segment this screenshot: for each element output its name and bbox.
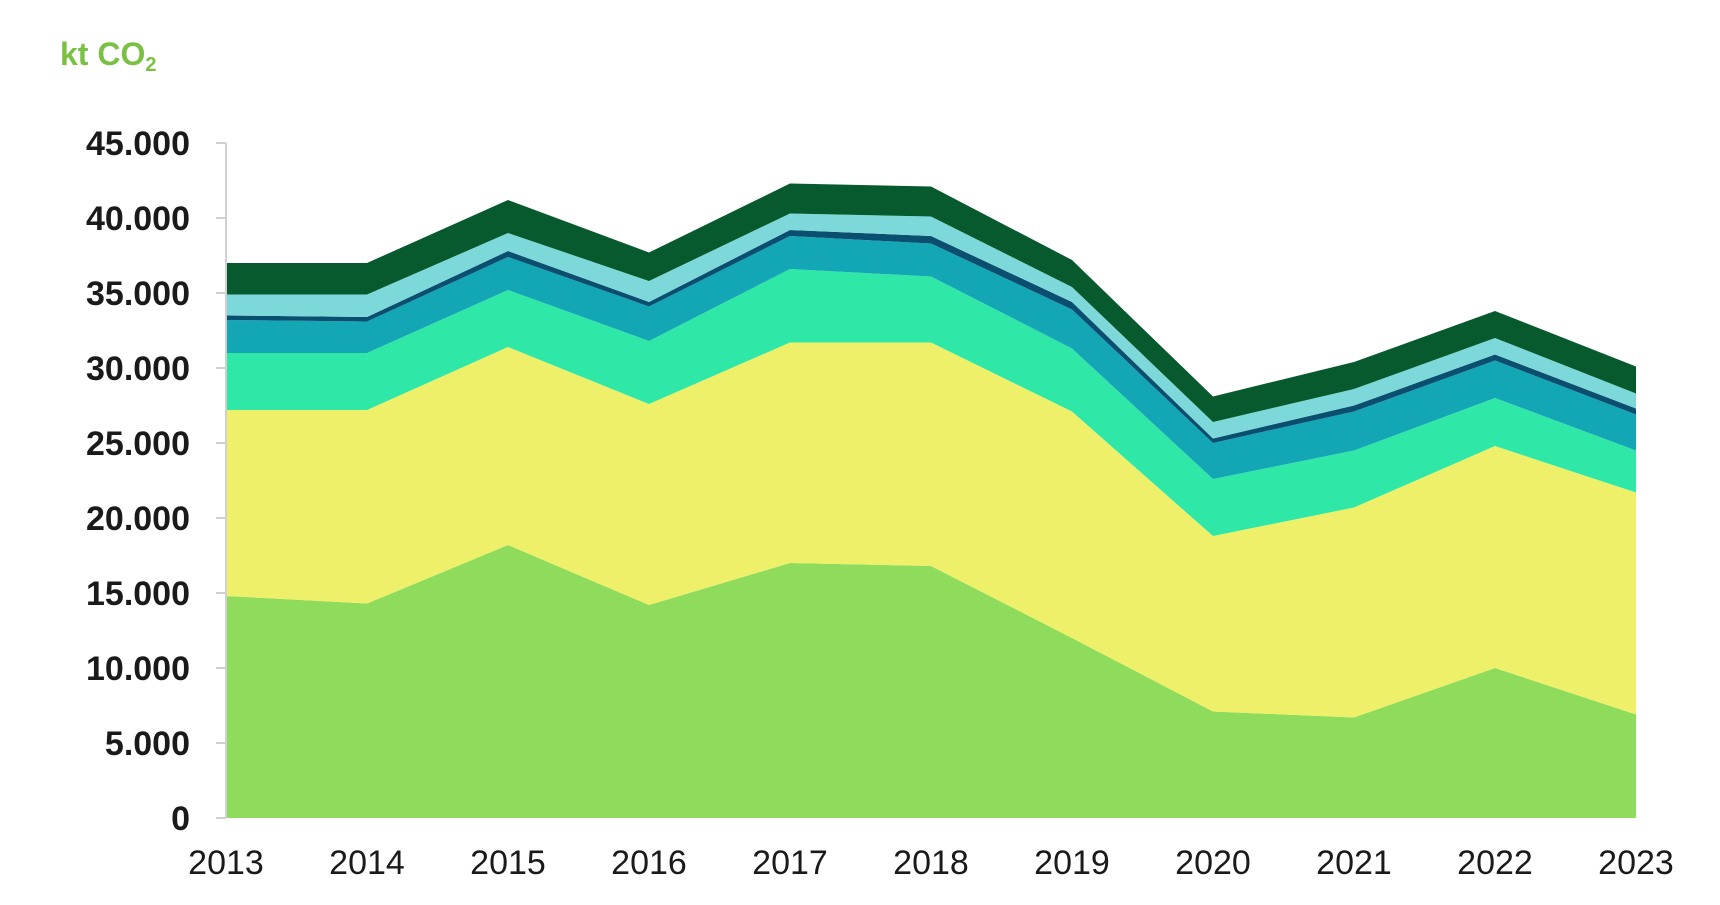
x-tick-label: 2013 <box>188 844 264 882</box>
x-tick-label: 2019 <box>1034 844 1110 882</box>
y-tick-label: 45.000 <box>86 125 190 163</box>
x-tick-label: 2022 <box>1457 844 1533 882</box>
y-tick-label: 40.000 <box>86 200 190 238</box>
unit-text: kt CO <box>60 36 146 72</box>
unit-subscript: 2 <box>145 54 157 76</box>
area-series-1 <box>226 545 1636 818</box>
x-tick-label: 2021 <box>1316 844 1392 882</box>
y-tick-label: 25.000 <box>86 425 190 463</box>
x-tick-label: 2018 <box>893 844 969 882</box>
area-series-3 <box>226 269 1636 536</box>
y-tick-label: 5.000 <box>105 725 190 763</box>
x-tick-label: 2014 <box>329 844 405 882</box>
x-axis-ticks: 2013 2014 2015 2016 2017 2018 2019 2020 2021 2022… <box>188 844 1674 882</box>
y-axis-unit-label: kt CO2 <box>60 36 156 77</box>
x-tick-label: 2023 <box>1598 844 1674 882</box>
y-axis-ticks: 0 5.000 10.000 15.000 20.000 25.000 30.000 35.0… <box>86 125 226 838</box>
x-tick-label: 2015 <box>470 844 546 882</box>
areas-layer <box>226 183 1636 818</box>
area-series-7 <box>226 183 1636 422</box>
y-tick-label: 15.000 <box>86 575 190 613</box>
y-tick-label: 30.000 <box>86 350 190 388</box>
y-tick-label: 10.000 <box>86 650 190 688</box>
y-tick-label: 20.000 <box>86 500 190 538</box>
x-tick-label: 2020 <box>1175 844 1251 882</box>
y-tick-label: 35.000 <box>86 275 190 313</box>
area-series-4 <box>226 236 1636 479</box>
area-series-2 <box>226 342 1636 718</box>
area-series-6 <box>226 213 1636 439</box>
x-tick-label: 2016 <box>611 844 687 882</box>
x-tick-label: 2017 <box>752 844 828 882</box>
y-tick-label: 0 <box>171 800 190 838</box>
